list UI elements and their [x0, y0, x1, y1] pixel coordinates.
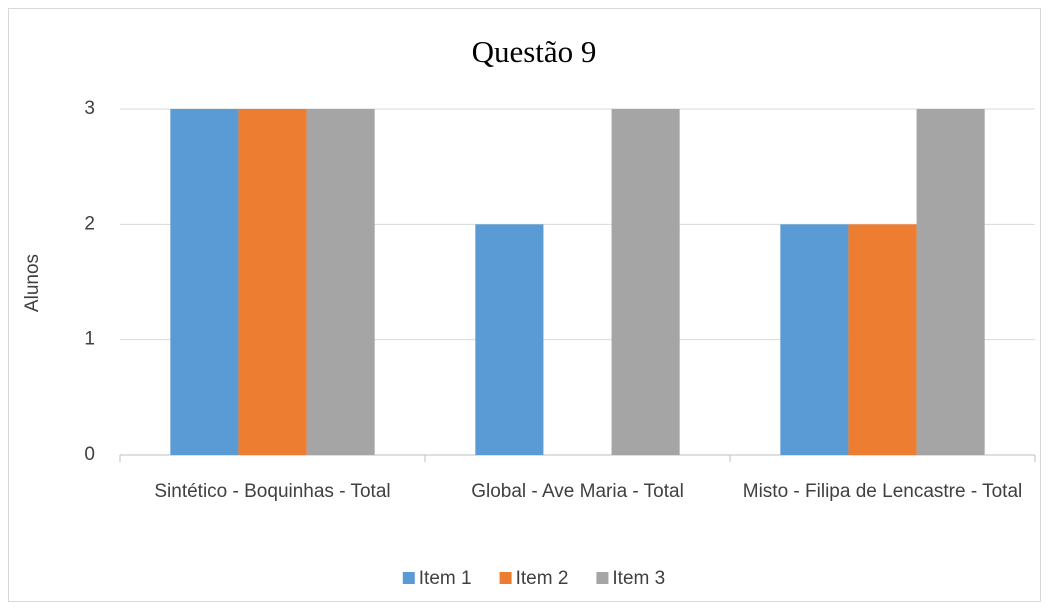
- legend-label: Item 3: [612, 568, 665, 589]
- legend-swatch: [596, 572, 609, 584]
- chart-title: Questão 9: [472, 34, 597, 69]
- legend-swatch: [499, 572, 512, 584]
- y-axis-label: Alunos: [22, 254, 43, 312]
- legend-label: Item 1: [419, 568, 472, 589]
- bar: [238, 109, 307, 455]
- legend-swatch: [402, 572, 415, 584]
- y-tick-label: 2: [84, 213, 95, 234]
- bar: [780, 224, 849, 455]
- x-tick-label: Misto - Filipa de Lencastre - Total: [743, 481, 1023, 502]
- bar: [848, 224, 917, 455]
- bar: [170, 109, 239, 455]
- x-tick-label: Global - Ave Maria - Total: [471, 481, 684, 502]
- bar: [475, 224, 544, 455]
- legend-label: Item 2: [516, 568, 569, 589]
- y-tick-label: 1: [84, 329, 95, 350]
- bar: [611, 109, 680, 455]
- bar: [306, 109, 375, 455]
- y-tick-label: 0: [84, 444, 95, 465]
- bar: [916, 109, 985, 455]
- x-tick-label: Sintético - Boquinhas - Total: [154, 481, 390, 502]
- y-tick-label: 3: [84, 98, 95, 119]
